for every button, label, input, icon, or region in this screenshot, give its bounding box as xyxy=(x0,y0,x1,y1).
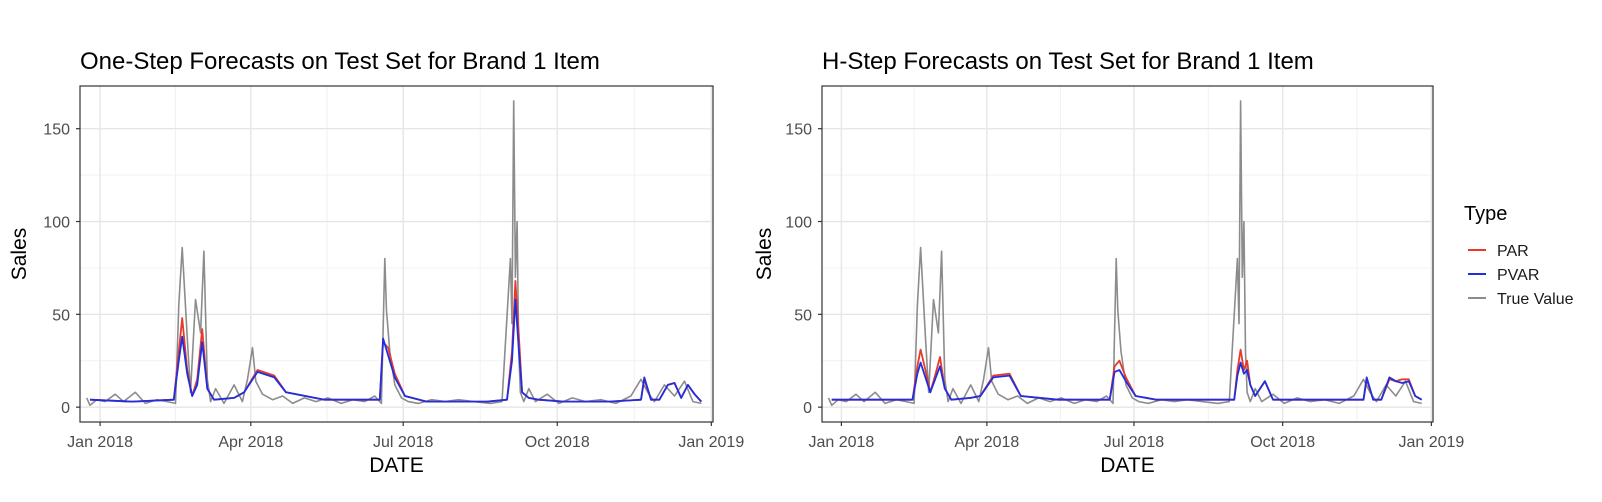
legend-item-pvar: PVAR xyxy=(1468,267,1539,284)
y-tick-label: 0 xyxy=(61,400,70,417)
x-tick-label: Oct 2018 xyxy=(1250,434,1315,451)
panel-border xyxy=(79,85,714,423)
chart-title: H-Step Forecasts on Test Set for Brand 1… xyxy=(822,48,1314,75)
y-tick-label: 0 xyxy=(803,400,812,417)
minor-grid xyxy=(80,86,713,422)
legend-item-par: PAR xyxy=(1468,243,1529,260)
chart-panel-1: 0 50 100 150 Jan 2018 Apr 2018 Jul 2018 Oct 201… xyxy=(8,48,744,477)
x-tick-label: Jan 2018 xyxy=(808,434,874,451)
major-grid xyxy=(80,86,713,422)
legend-label-par: PAR xyxy=(1497,243,1529,260)
chart-panel-2: 0 50 100 150 Jan 2018 Apr 2018 Jul 2018 Oct 201… xyxy=(753,48,1464,477)
x-tick-label: Jan 2019 xyxy=(1398,434,1464,451)
x-tick-label: Jul 2018 xyxy=(1104,434,1165,451)
x-tick-label: Jan 2019 xyxy=(678,434,744,451)
x-tick-label: Oct 2018 xyxy=(525,434,590,451)
series-line-par xyxy=(831,348,1423,401)
legend-label-true-value: True Value xyxy=(1497,291,1574,308)
series-line-pvar xyxy=(831,361,1423,401)
legend-item-true-value: True Value xyxy=(1468,291,1574,308)
x-axis-title: DATE xyxy=(1100,454,1154,477)
y-tick-label: 100 xyxy=(785,215,812,232)
y-axis-title: Sales xyxy=(8,228,31,281)
y-tick-label: 50 xyxy=(794,307,812,324)
x-tick-label: Apr 2018 xyxy=(218,434,283,451)
y-tick-label: 150 xyxy=(43,122,70,139)
series-line-true-value xyxy=(827,100,1422,407)
minor-grid xyxy=(822,86,1433,422)
series-line-pvar xyxy=(89,298,702,403)
legend-title: Type xyxy=(1464,203,1507,225)
y-tick-label: 50 xyxy=(52,307,70,324)
y-tick-label: 100 xyxy=(43,215,70,232)
x-tick-label: Jul 2018 xyxy=(373,434,434,451)
y-axis-title: Sales xyxy=(753,228,776,281)
x-tick-label: Jan 2018 xyxy=(67,434,133,451)
legend-label-pvar: PVAR xyxy=(1497,267,1539,284)
chart-title: One-Step Forecasts on Test Set for Brand… xyxy=(80,48,600,75)
legend: Type PAR PVAR True Value xyxy=(1464,203,1574,308)
major-grid xyxy=(822,86,1433,422)
x-axis-title: DATE xyxy=(369,454,423,477)
x-tick-label: Apr 2018 xyxy=(954,434,1019,451)
panel-border xyxy=(821,85,1434,423)
y-tick-label: 150 xyxy=(785,122,812,139)
